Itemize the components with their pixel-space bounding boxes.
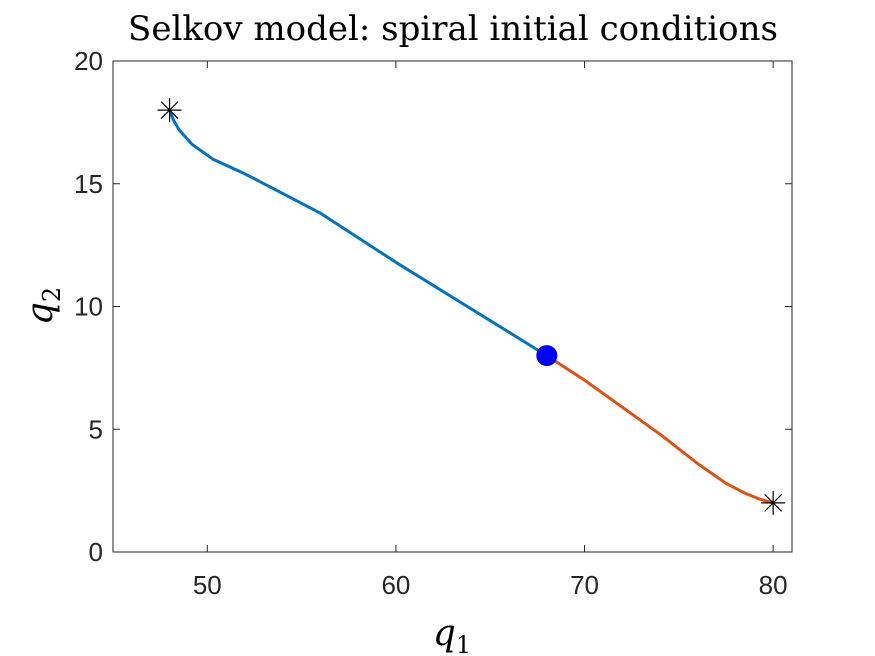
asterisk-marker <box>761 490 786 515</box>
x-tick-label: 50 <box>193 570 222 600</box>
x-tick-label: 60 <box>381 570 410 600</box>
x-tick-label: 80 <box>759 570 788 600</box>
y-axis-label-subscript: 2 <box>38 287 66 302</box>
x-tick-label: 70 <box>570 570 599 600</box>
asterisk-marker <box>157 98 182 123</box>
series-line-1 <box>168 108 549 358</box>
x-axis-label: q1 <box>433 613 471 656</box>
y-axis-label: q2 <box>20 287 66 325</box>
y-tick-label: 15 <box>74 169 103 199</box>
tick-layer: 50 60 70 80 0 5 10 15 20 <box>74 46 792 600</box>
series-line-2 <box>545 354 775 505</box>
y-tick-label: 10 <box>74 292 103 322</box>
y-tick-label: 5 <box>89 414 103 444</box>
y-axis-label-base: q <box>20 302 61 325</box>
plot-area <box>113 61 792 552</box>
x-axis-label-subscript: 1 <box>456 631 471 656</box>
asterisk-stroke <box>160 101 179 120</box>
y-tick-label: 20 <box>74 46 103 76</box>
equilibrium-dot-marker <box>536 345 558 367</box>
y-tick-label: 0 <box>89 537 103 567</box>
series-layer <box>168 108 775 505</box>
asterisk-stroke <box>764 493 783 512</box>
chart-title: Selkov model: spiral initial conditions <box>128 9 778 49</box>
marker-layer <box>157 98 786 515</box>
x-axis-label-base: q <box>433 613 456 654</box>
